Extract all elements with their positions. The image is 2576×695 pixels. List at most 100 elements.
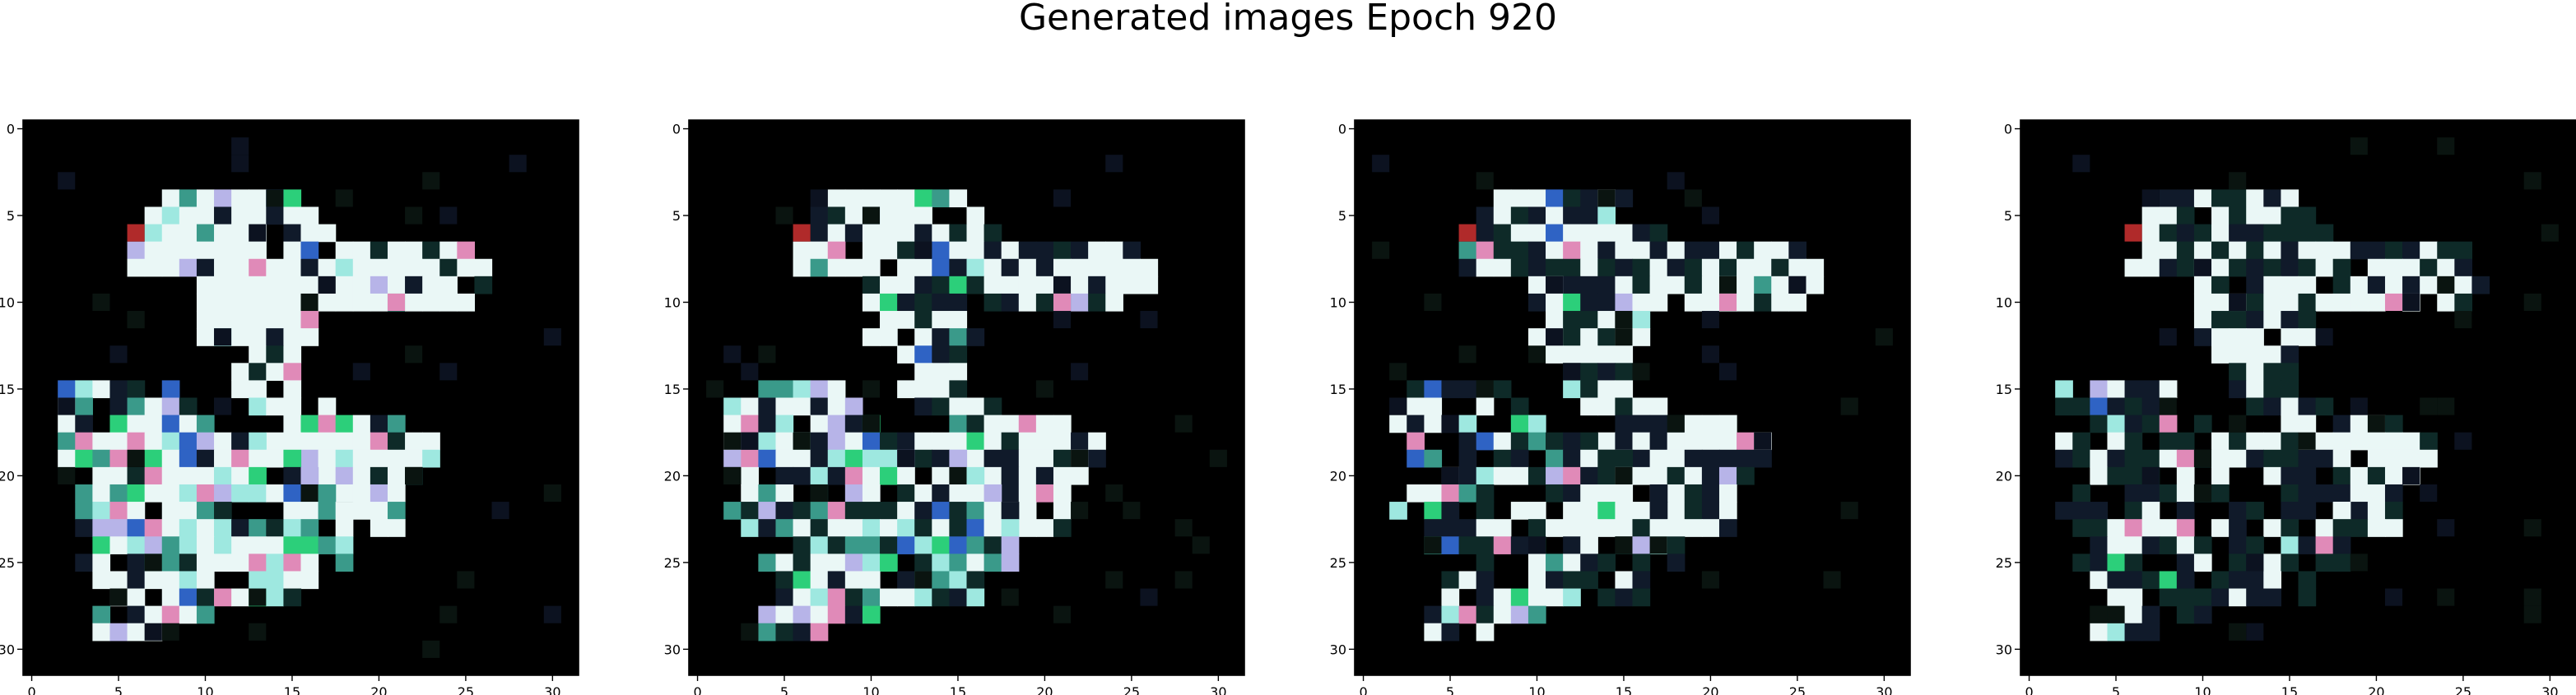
pixel: [2454, 276, 2473, 294]
pixel: [266, 519, 284, 537]
pixel: [2176, 536, 2195, 554]
pixel: [92, 605, 111, 624]
pixel: [2090, 623, 2109, 642]
pixel: [949, 258, 968, 277]
pixel: [1458, 519, 1477, 537]
pixel: [810, 380, 829, 399]
pixel: [949, 293, 968, 312]
pixel: [844, 397, 863, 416]
pixel: [1632, 328, 1651, 346]
pixel: [1597, 519, 1616, 537]
pixel: [983, 397, 1002, 416]
pixel: [1018, 466, 1037, 485]
pixel: [2367, 519, 2386, 537]
pixel: [2281, 466, 2299, 485]
pixel: [231, 554, 249, 572]
pixel: [179, 415, 198, 433]
pixel: [2263, 519, 2281, 537]
pixel: [92, 502, 111, 520]
pixel: [1771, 293, 1789, 312]
pixel: [283, 363, 302, 381]
pixel: [1053, 241, 1072, 260]
pixel: [2229, 293, 2247, 312]
pixel: [1701, 449, 1720, 468]
pixel: [1580, 519, 1598, 537]
pixel: [1563, 432, 1581, 451]
pixel: [1632, 241, 1651, 260]
x-tick-label: 10: [2194, 684, 2211, 695]
pixel: [2437, 276, 2455, 294]
pixel: [2246, 311, 2264, 329]
pixel: [214, 554, 232, 572]
pixel: [2298, 224, 2317, 243]
pixel: [1192, 536, 1210, 554]
pixel: [897, 502, 915, 520]
pixel: [2229, 502, 2247, 520]
pixel: [1788, 276, 1806, 294]
pixel: [144, 241, 163, 260]
pixel: [844, 554, 863, 572]
pixel: [897, 571, 915, 590]
pixel: [1615, 380, 1634, 399]
pixel: [827, 206, 846, 225]
pixel: [2141, 224, 2160, 243]
pixel: [1476, 588, 1495, 607]
axes-frame: [2020, 119, 2576, 676]
pixel: [196, 519, 215, 537]
pixel: [2107, 623, 2126, 642]
pixel: [2141, 258, 2160, 277]
pixel: [2281, 415, 2299, 433]
pixel: [810, 484, 828, 503]
pixel: [144, 449, 163, 468]
pixel: [2229, 571, 2247, 590]
pixel: [2332, 293, 2351, 312]
pixel: [127, 397, 146, 416]
pixel: [2211, 276, 2230, 294]
pixel: [1718, 363, 1737, 381]
pixel: [318, 466, 337, 485]
pixel: [2229, 554, 2247, 572]
pixel: [2090, 466, 2109, 485]
pixel: [249, 466, 267, 485]
pixel: [405, 258, 423, 277]
pixel: [2523, 588, 2541, 606]
pixel: [1424, 449, 1443, 468]
pixel: [1476, 484, 1495, 503]
pixel: [231, 449, 249, 468]
pixel: [1001, 466, 1020, 485]
pixel: [2107, 466, 2126, 485]
pixel: [2124, 397, 2143, 416]
pixel: [144, 258, 163, 277]
pixel: [266, 311, 284, 329]
pixel: [1580, 536, 1598, 554]
pixel: [2315, 536, 2334, 554]
pixel: [2229, 432, 2247, 451]
pixel: [2332, 276, 2351, 294]
pixel: [196, 189, 215, 208]
pixel: [844, 605, 863, 624]
pixel: [1580, 206, 1598, 225]
pixel: [2437, 519, 2455, 537]
pixel: [862, 484, 881, 503]
pixel: [2454, 293, 2473, 312]
pixel: [283, 466, 302, 485]
pixel: [2246, 276, 2264, 294]
pixel: [862, 293, 881, 312]
y-tick-label: 25: [1996, 555, 2012, 571]
pixel: [1510, 206, 1529, 225]
pixel: [1510, 415, 1529, 433]
pixel: [1597, 554, 1616, 572]
pixel: [1649, 466, 1668, 485]
pixel: [949, 345, 968, 364]
pixel: [196, 293, 215, 312]
pixel: [1580, 276, 1598, 294]
pixel: [1684, 189, 1702, 207]
pixel: [300, 519, 319, 537]
pixel: [827, 554, 846, 572]
pixel: [1563, 241, 1581, 260]
y-tick-label: 15: [1330, 382, 1346, 397]
pixel: [880, 224, 898, 243]
pixel: [1718, 415, 1737, 433]
pixel: [1527, 415, 1546, 433]
pixel: [758, 519, 777, 537]
